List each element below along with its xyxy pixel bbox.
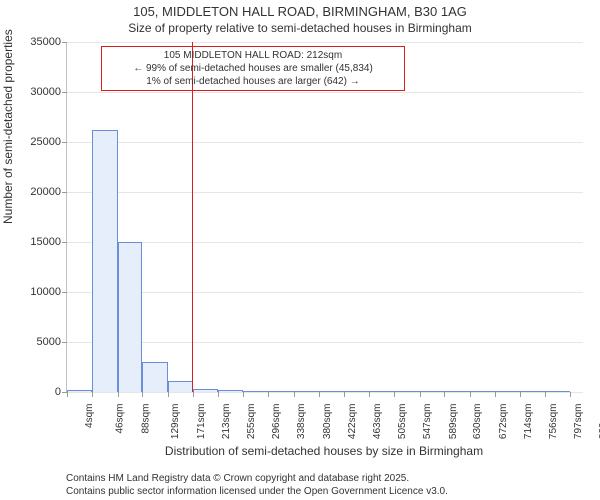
histogram-bar bbox=[369, 391, 394, 392]
histogram-bar bbox=[444, 391, 469, 392]
xtick-mark bbox=[193, 392, 194, 397]
x-axis-label: Distribution of semi-detached houses by … bbox=[66, 444, 582, 458]
ytick-label: 10000 bbox=[30, 286, 67, 298]
xtick-label: 463sqm bbox=[372, 404, 383, 440]
histogram-bar bbox=[495, 391, 520, 392]
chart-subtitle: Size of property relative to semi-detach… bbox=[0, 21, 600, 35]
xtick-mark bbox=[92, 392, 93, 397]
histogram-bar bbox=[294, 391, 319, 392]
xtick-label: 797sqm bbox=[573, 404, 584, 440]
histogram-bar bbox=[420, 391, 445, 392]
footer-text: Contains HM Land Registry data © Crown c… bbox=[66, 472, 448, 498]
xtick-label: 88sqm bbox=[140, 404, 151, 434]
xtick-mark bbox=[218, 392, 219, 397]
xtick-mark bbox=[545, 392, 546, 397]
xtick-label: 171sqm bbox=[196, 404, 207, 440]
xtick-label: 756sqm bbox=[548, 404, 559, 440]
xtick-label: 129sqm bbox=[170, 404, 181, 440]
xtick-label: 296sqm bbox=[271, 404, 282, 440]
ytick-label: 15000 bbox=[30, 236, 67, 248]
xtick-label: 547sqm bbox=[422, 404, 433, 440]
ytick-label: 0 bbox=[55, 386, 67, 398]
histogram-bar bbox=[344, 391, 369, 392]
histogram-bar bbox=[218, 390, 243, 392]
xtick-label: 4sqm bbox=[84, 404, 95, 428]
histogram-bar bbox=[394, 391, 419, 392]
xtick-label: 672sqm bbox=[498, 404, 509, 440]
histogram-bar bbox=[193, 389, 218, 392]
gridline bbox=[67, 392, 583, 393]
chart-title: 105, MIDDLETON HALL ROAD, BIRMINGHAM, B3… bbox=[0, 4, 600, 19]
footer-line-2: Contains public sector information licen… bbox=[66, 485, 448, 498]
xtick-mark bbox=[294, 392, 295, 397]
histogram-bar bbox=[118, 242, 143, 393]
xtick-mark bbox=[118, 392, 119, 397]
xtick-label: 255sqm bbox=[246, 404, 257, 440]
xtick-mark bbox=[67, 392, 68, 397]
gridline bbox=[67, 92, 583, 93]
xtick-label: 505sqm bbox=[397, 404, 408, 440]
plot-area: 050001000015000200002500030000350004sqm4… bbox=[66, 42, 583, 393]
xtick-mark bbox=[268, 392, 269, 397]
xtick-label: 338sqm bbox=[296, 404, 307, 440]
reference-line bbox=[192, 42, 193, 392]
xtick-mark bbox=[142, 392, 143, 397]
histogram-bar bbox=[92, 130, 117, 392]
ytick-label: 35000 bbox=[30, 36, 67, 48]
xtick-mark bbox=[344, 392, 345, 397]
histogram-bar bbox=[520, 391, 545, 392]
ytick-label: 25000 bbox=[30, 136, 67, 148]
histogram-bar bbox=[545, 391, 570, 392]
xtick-mark bbox=[520, 392, 521, 397]
gridline bbox=[67, 292, 583, 293]
xtick-mark bbox=[319, 392, 320, 397]
xtick-mark bbox=[470, 392, 471, 397]
xtick-label: 213sqm bbox=[221, 404, 232, 440]
xtick-mark bbox=[394, 392, 395, 397]
annotation-line: 1% of semi-detached houses are larger (6… bbox=[108, 75, 398, 88]
gridline bbox=[67, 142, 583, 143]
reference-annotation: 105 MIDDLETON HALL ROAD: 212sqm← 99% of … bbox=[101, 46, 405, 91]
gridline bbox=[67, 342, 583, 343]
histogram-bar bbox=[268, 391, 293, 392]
histogram-bar bbox=[168, 381, 193, 392]
xtick-mark bbox=[168, 392, 169, 397]
xtick-label: 714sqm bbox=[523, 404, 534, 440]
xtick-label: 422sqm bbox=[347, 404, 358, 440]
annotation-line: 105 MIDDLETON HALL ROAD: 212sqm bbox=[108, 49, 398, 62]
xtick-label: 589sqm bbox=[448, 404, 459, 440]
xtick-mark bbox=[570, 392, 571, 397]
y-axis-label: Number of semi-detached properties bbox=[1, 208, 15, 224]
ytick-label: 5000 bbox=[37, 336, 67, 348]
xtick-label: 380sqm bbox=[322, 404, 333, 440]
ytick-label: 30000 bbox=[30, 86, 67, 98]
histogram-bar bbox=[470, 391, 495, 392]
xtick-mark bbox=[369, 392, 370, 397]
xtick-mark bbox=[243, 392, 244, 397]
gridline bbox=[67, 242, 583, 243]
gridline bbox=[67, 42, 583, 43]
xtick-mark bbox=[444, 392, 445, 397]
histogram-chart: 105, MIDDLETON HALL ROAD, BIRMINGHAM, B3… bbox=[0, 0, 600, 500]
xtick-mark bbox=[420, 392, 421, 397]
xtick-label: 46sqm bbox=[115, 404, 126, 434]
ytick-label: 20000 bbox=[30, 186, 67, 198]
xtick-mark bbox=[495, 392, 496, 397]
gridline bbox=[67, 192, 583, 193]
histogram-bar bbox=[319, 391, 344, 392]
xtick-label: 630sqm bbox=[472, 404, 483, 440]
histogram-bar bbox=[142, 362, 167, 392]
annotation-line: ← 99% of semi-detached houses are smalle… bbox=[108, 62, 398, 75]
histogram-bar bbox=[243, 391, 268, 392]
footer-line-1: Contains HM Land Registry data © Crown c… bbox=[66, 472, 448, 485]
histogram-bar bbox=[67, 390, 92, 392]
